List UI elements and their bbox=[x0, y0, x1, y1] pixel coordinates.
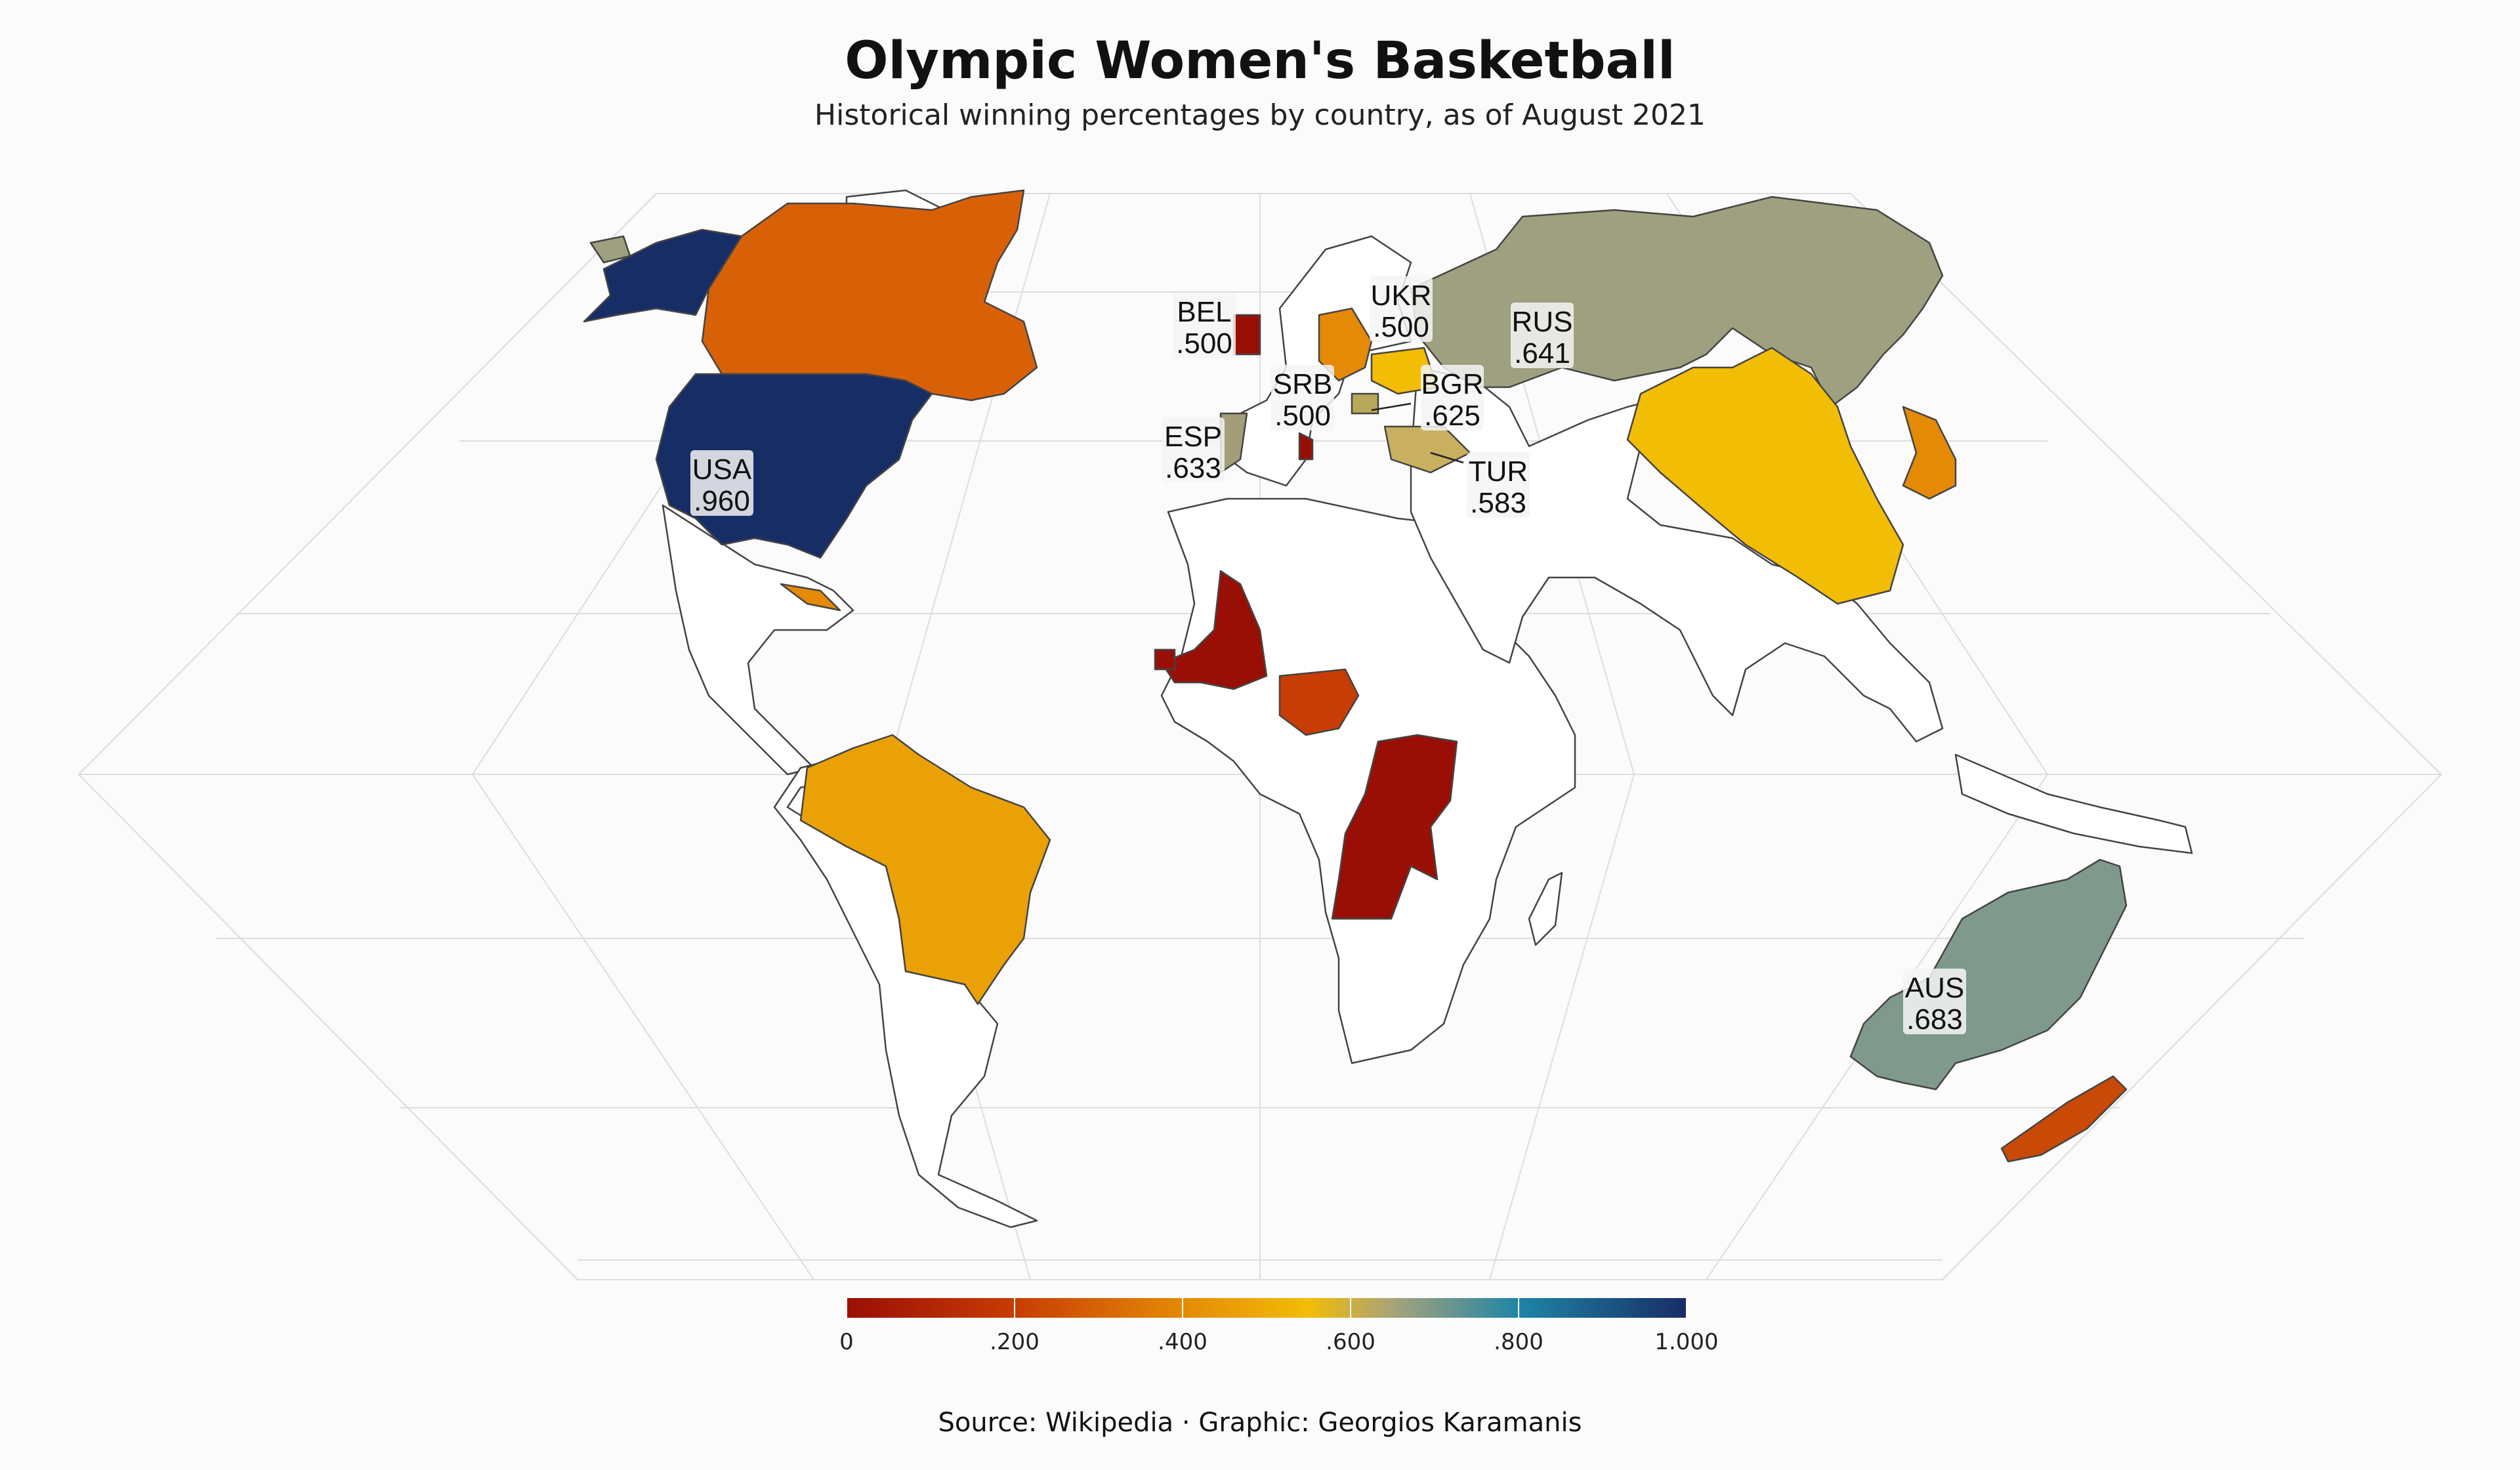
legend-tick-marks bbox=[846, 1298, 1687, 1318]
country-label-aus: AUS.683 bbox=[1903, 969, 1966, 1036]
country-dr-congo-angola bbox=[1331, 734, 1458, 920]
country-code-label: TUR bbox=[1469, 455, 1528, 488]
legend-tick-label: .400 bbox=[1158, 1329, 1208, 1355]
country-labels: USA.960AUS.683RUS.641ESP.633BGR.625TUR.5… bbox=[690, 276, 1966, 1036]
country-code-label: USA bbox=[692, 453, 752, 486]
country-senegal bbox=[1154, 648, 1176, 671]
country-label-esp: ESP.633 bbox=[1162, 417, 1225, 484]
country-usa-alaska bbox=[583, 228, 743, 323]
country-label-ukr: UKR.500 bbox=[1370, 276, 1433, 343]
country-value-label: .641 bbox=[1514, 337, 1570, 369]
country-code-label: SRB bbox=[1273, 368, 1332, 400]
country-code-label: UKR bbox=[1371, 280, 1432, 312]
landmass-madagascar bbox=[1528, 872, 1563, 946]
leader-line-bgr bbox=[1371, 402, 1412, 411]
country-serbia bbox=[1298, 432, 1314, 461]
legend-colorbar bbox=[847, 1298, 1687, 1318]
country-code-label: AUS bbox=[1905, 972, 1964, 1004]
legend-tick-label: .800 bbox=[1494, 1329, 1544, 1355]
landmass-indonesia bbox=[1954, 753, 2193, 854]
country-canada bbox=[701, 189, 1038, 402]
country-russia-far-east-alaska-area bbox=[589, 235, 631, 264]
legend-tick-label: 1.000 bbox=[1654, 1329, 1719, 1355]
legend-tick-label: .200 bbox=[990, 1329, 1040, 1355]
landmass-central-america bbox=[662, 504, 854, 776]
map-title: Olympic Women's Basketball bbox=[845, 32, 1675, 91]
country-label-rus: RUS.641 bbox=[1511, 303, 1574, 369]
country-cuba bbox=[780, 583, 841, 612]
country-code-label: BGR bbox=[1421, 368, 1483, 400]
country-label-bgr: BGR.625 bbox=[1421, 365, 1484, 432]
country-value-label: .500 bbox=[1373, 311, 1429, 343]
country-australia bbox=[1849, 858, 2128, 1091]
country-value-label: .633 bbox=[1165, 452, 1221, 484]
country-china bbox=[1626, 346, 1904, 605]
country-label-srb: SRB.500 bbox=[1271, 365, 1334, 432]
country-japan-korea bbox=[1902, 406, 1957, 500]
country-belgium bbox=[1232, 314, 1261, 356]
country-label-bel: BEL.500 bbox=[1173, 293, 1236, 360]
country-label-tur: TUR.583 bbox=[1467, 452, 1530, 519]
country-germany-france-block bbox=[1318, 307, 1373, 382]
country-brazil bbox=[799, 734, 1051, 1005]
map-source: Source: Wikipedia · Graphic: Georgios Ka… bbox=[938, 1408, 1582, 1438]
country-value-label: .625 bbox=[1424, 400, 1480, 432]
country-value-label: .583 bbox=[1470, 487, 1526, 519]
country-mali bbox=[1160, 570, 1268, 690]
country-value-label: .683 bbox=[1906, 1003, 1963, 1036]
country-nigeria bbox=[1278, 668, 1360, 736]
map-subtitle: Historical winning percentages by countr… bbox=[814, 98, 1706, 132]
country-code-label: BEL bbox=[1177, 296, 1231, 328]
country-value-label: .500 bbox=[1274, 400, 1331, 432]
legend bbox=[846, 1298, 1687, 1318]
country-code-label: RUS bbox=[1512, 306, 1573, 338]
country-fills bbox=[583, 189, 2128, 1163]
legend-tick-label: .600 bbox=[1326, 1329, 1376, 1355]
country-value-label: .500 bbox=[1176, 327, 1232, 360]
leader-line-tur bbox=[1430, 452, 1464, 464]
country-code-label: ESP bbox=[1164, 421, 1222, 453]
country-value-label: .960 bbox=[694, 485, 750, 517]
country-new-zealand bbox=[2000, 1075, 2128, 1163]
country-bulgaria bbox=[1351, 392, 1379, 415]
country-label-usa: USA.960 bbox=[690, 450, 753, 517]
landmass-south-america-rest bbox=[773, 747, 1038, 1228]
label-leader-lines bbox=[1371, 402, 1464, 464]
legend-tick-label: 0 bbox=[839, 1329, 854, 1355]
